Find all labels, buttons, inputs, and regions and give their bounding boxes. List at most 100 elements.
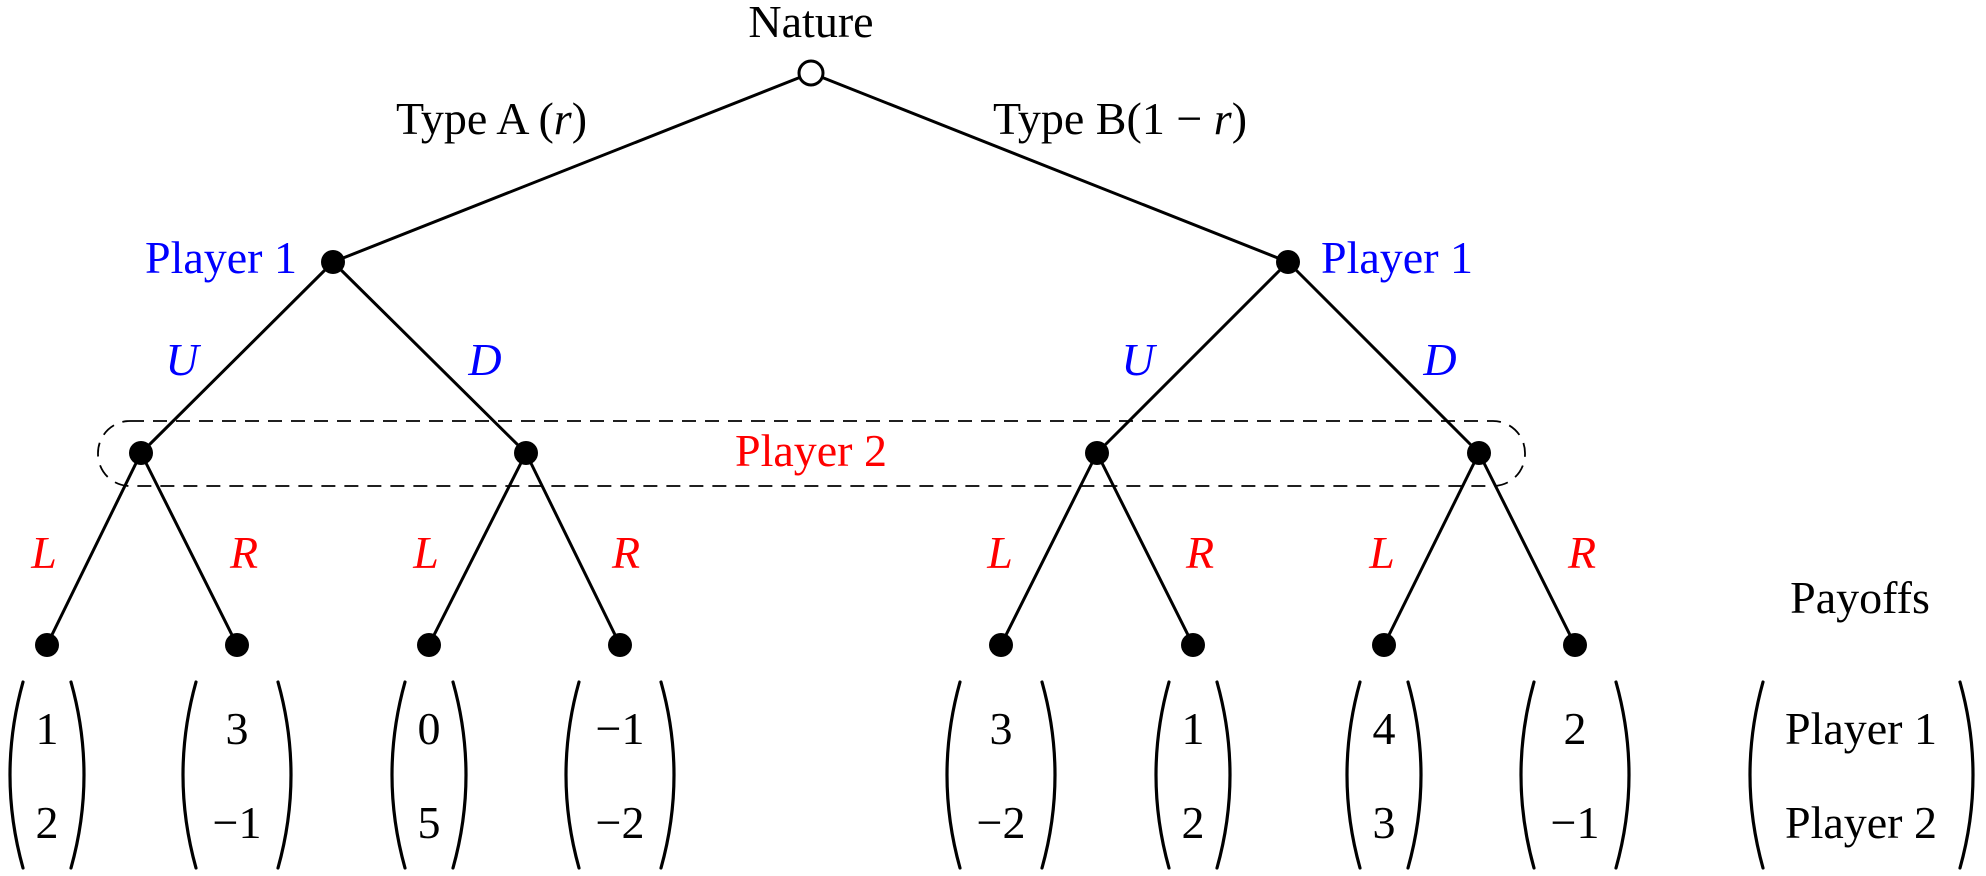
payoff-player2-value: −1 [1551,797,1600,848]
edge-p2-2-L [427,452,528,646]
branch-typeB-minus: − [1176,93,1202,144]
action-R-2: R [611,527,640,578]
payoff-player1-value: 3 [990,703,1013,754]
payoff-player1-value: 1 [1182,703,1205,754]
left-paren [945,680,962,870]
action-R-3: R [1185,527,1214,578]
player1-label-right: Player 1 [1321,232,1473,283]
payoff-vector-1: 12 [8,680,86,870]
branch-typeB-var: r [1202,93,1233,144]
payoff-player1-value: 2 [1564,703,1587,754]
left-paren [1345,680,1362,870]
player2-node-2 [514,441,538,465]
terminal-node-2 [225,633,249,657]
action-U-right: U [1121,334,1157,385]
payoff-legend-player1: Player 1 [1785,703,1937,754]
left-paren [564,680,581,870]
terminal-node-4 [608,633,632,657]
action-R-1: R [229,527,258,578]
payoff-player2-value: 2 [36,797,59,848]
action-R-4: R [1567,527,1596,578]
payoff-player2-value: 2 [1182,797,1205,848]
payoff-player2-value: −2 [977,797,1026,848]
payoff-vector-5: 3 −2 [945,680,1057,870]
payoff-player1-value: 1 [36,703,59,754]
action-D-right: D [1422,334,1456,385]
action-L-3: L [986,527,1013,578]
branch-typeB-close: ) [1232,93,1247,144]
left-paren [1519,680,1536,870]
payoff-vector-7: 43 [1345,680,1423,870]
right-paren [1958,680,1975,870]
player2-node-4 [1467,441,1491,465]
right-paren [451,680,468,870]
left-paren [390,680,407,870]
player2-node-3 [1085,441,1109,465]
right-paren [1215,680,1232,870]
payoff-player2-value: −1 [213,797,262,848]
payoff-player2-value: 5 [418,797,441,848]
edge-p2-3-L [999,452,1099,646]
nature-label: Nature [748,0,873,47]
edge-p2-2-R [524,452,622,646]
tree-nodes [35,59,1587,657]
payoff-player2-value: 3 [1373,797,1396,848]
payoff-player1-value: 4 [1373,703,1396,754]
payoff-legend-player2: Player 2 [1785,797,1937,848]
branch-typeB-text: Type B [993,93,1127,144]
payoff-legend-vector: Player 1 Player 2 [1748,680,1975,870]
player1-label-left: Player 1 [145,232,297,283]
payoff-player1-value: 3 [226,703,249,754]
branch-label-typeB: Type B(1 − r) [993,93,1247,144]
edge-p2-1-L [45,452,143,646]
edge-nature-typeA [332,71,812,264]
nature-node [797,59,825,87]
edge-p2-1-R [139,452,239,646]
edge-p2-4-L [1382,452,1481,646]
payoff-vector-6: 12 [1154,680,1232,870]
action-L-4: L [1368,527,1395,578]
edge-p1a-U [139,260,335,455]
action-L-1: L [30,527,57,578]
player1-node-typeB [1276,250,1300,274]
payoff-vector-2: 3 −1 [181,680,293,870]
action-U-left: U [165,334,201,385]
payoff-vector-3: 05 [390,680,468,870]
branch-typeB-open: (1 [1127,93,1177,144]
left-paren [1748,680,1765,870]
right-paren [1040,680,1057,870]
branch-typeA-close-paren: ) [572,93,587,144]
player2-information-set [97,420,1526,487]
branch-typeA-prob: r [554,93,573,144]
edge-p1a-D [331,260,528,455]
left-paren [8,680,25,870]
tree-edges [45,71,1577,646]
left-paren [1154,680,1171,870]
branch-typeA-text: Type A [396,93,529,144]
edge-p2-4-R [1477,452,1577,646]
terminal-node-1 [35,633,59,657]
right-paren [69,680,86,870]
payoffs-title: Payoffs [1790,572,1930,623]
player1-node-typeA [321,250,345,274]
right-paren [1406,680,1423,870]
right-paren [276,680,293,870]
terminal-node-5 [989,633,1013,657]
payoff-player1-value: −1 [596,703,645,754]
terminal-node-8 [1563,633,1587,657]
player2-node-1 [129,441,153,465]
action-L-2: L [412,527,439,578]
terminal-node-3 [417,633,441,657]
branch-label-typeA: Type A (r) [396,93,587,144]
payoff-vector-8: 2 −1 [1519,680,1631,870]
edge-p2-3-R [1095,452,1195,646]
right-paren [1614,680,1631,870]
player2-label: Player 2 [735,425,887,476]
payoff-vector-4: −1 −2 [564,680,676,870]
payoff-player1-value: 0 [418,703,441,754]
payoff-player2-value: −2 [596,797,645,848]
branch-typeA-open-paren: ( [527,93,554,144]
terminal-node-7 [1372,633,1396,657]
